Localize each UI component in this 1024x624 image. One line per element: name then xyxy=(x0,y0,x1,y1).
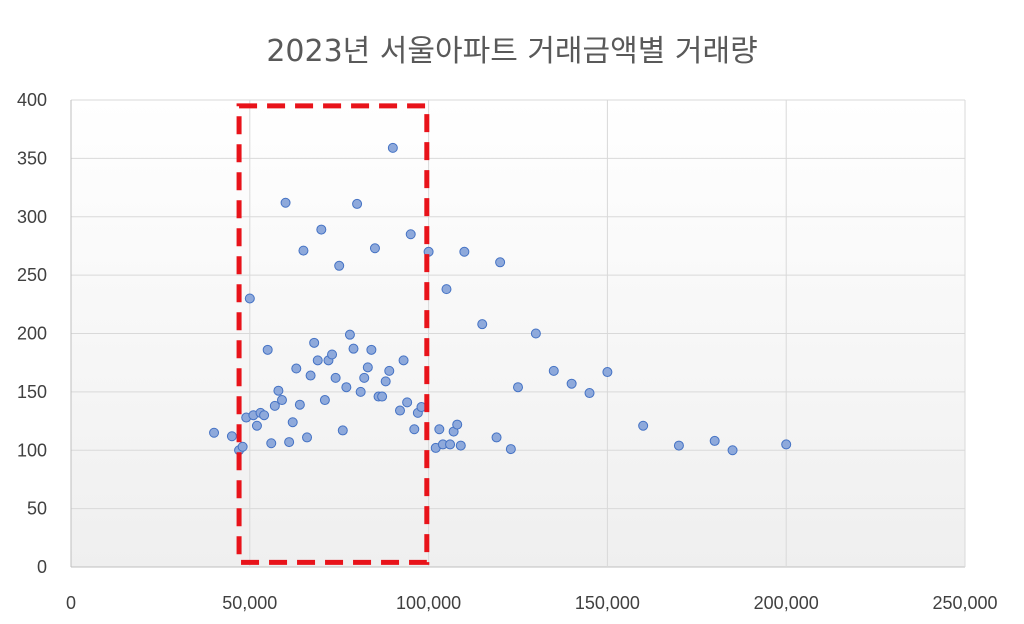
data-point xyxy=(441,284,452,295)
data-point xyxy=(273,385,284,396)
data-point xyxy=(337,425,348,436)
y-tick-label: 250 xyxy=(17,265,47,285)
data-point xyxy=(638,420,649,431)
data-point xyxy=(387,142,398,153)
data-point xyxy=(348,343,359,354)
highlight-box-layer xyxy=(236,103,430,565)
data-point xyxy=(312,355,323,366)
data-point xyxy=(402,397,413,408)
data-point xyxy=(505,444,516,455)
data-point xyxy=(341,382,352,393)
data-point xyxy=(334,260,345,271)
data-point xyxy=(459,246,470,257)
data-point xyxy=(284,437,295,448)
y-tick-label: 0 xyxy=(37,557,47,577)
y-tick-label: 150 xyxy=(17,382,47,402)
data-point xyxy=(319,395,330,406)
data-point xyxy=(287,417,298,428)
data-point xyxy=(316,224,327,235)
data-point xyxy=(398,355,409,366)
data-point xyxy=(359,372,370,383)
data-point xyxy=(491,432,502,443)
data-point xyxy=(377,391,388,402)
data-point xyxy=(276,395,287,406)
data-point xyxy=(394,405,405,416)
data-point xyxy=(330,372,341,383)
y-tick-label: 350 xyxy=(17,148,47,168)
y-axis-ticks: 0 50 100 150 200 250 300 350 400 xyxy=(17,90,47,577)
data-point xyxy=(445,439,456,450)
data-point xyxy=(305,370,316,381)
data-point xyxy=(291,363,302,374)
y-tick-label: 300 xyxy=(17,207,47,227)
data-point xyxy=(709,435,720,446)
x-tick-label: 50,000 xyxy=(222,593,277,613)
data-point xyxy=(362,362,373,373)
x-tick-label: 0 xyxy=(66,593,76,613)
data-point xyxy=(452,419,463,430)
data-point xyxy=(405,229,416,240)
data-point xyxy=(302,432,313,443)
y-tick-label: 400 xyxy=(17,90,47,110)
data-point xyxy=(237,441,248,452)
data-point xyxy=(294,399,305,410)
data-point xyxy=(584,388,595,399)
data-point xyxy=(530,328,541,339)
data-point xyxy=(455,440,466,451)
data-point xyxy=(781,439,792,450)
data-point xyxy=(309,337,320,348)
data-point xyxy=(327,349,338,360)
chart-title: 2023년 서울아파트 거래금액별 거래량 xyxy=(266,34,758,69)
data-point xyxy=(298,245,309,256)
data-point xyxy=(566,378,577,389)
x-tick-label: 200,000 xyxy=(754,593,819,613)
data-point xyxy=(352,198,363,209)
data-point xyxy=(366,344,377,355)
data-point xyxy=(259,410,270,421)
data-point xyxy=(266,438,277,449)
data-point xyxy=(380,376,391,387)
y-tick-label: 200 xyxy=(17,324,47,344)
data-point xyxy=(209,427,220,438)
gridlines xyxy=(70,99,966,568)
data-point xyxy=(262,344,273,355)
data-point xyxy=(548,365,559,376)
data-point xyxy=(280,197,291,208)
x-axis-ticks: 0 50,000 100,000 150,000 200,000 250,000 xyxy=(66,593,998,613)
data-point xyxy=(495,257,506,268)
data-point xyxy=(369,243,380,254)
data-points xyxy=(209,142,792,456)
data-point xyxy=(727,445,738,456)
data-point xyxy=(344,329,355,340)
data-point xyxy=(251,420,262,431)
x-tick-label: 100,000 xyxy=(396,593,461,613)
y-tick-label: 100 xyxy=(17,440,47,460)
data-point xyxy=(269,400,280,411)
data-point xyxy=(477,319,488,330)
data-point xyxy=(602,367,613,378)
data-point xyxy=(355,386,366,397)
data-point xyxy=(513,382,523,393)
data-point xyxy=(244,293,255,304)
highlight-box xyxy=(236,103,430,565)
y-tick-label: 50 xyxy=(27,499,47,519)
data-point xyxy=(384,365,395,376)
data-point xyxy=(434,424,445,435)
data-point xyxy=(226,431,237,442)
data-point xyxy=(673,440,684,451)
data-point xyxy=(409,424,420,435)
x-tick-label: 250,000 xyxy=(932,593,997,613)
x-tick-label: 150,000 xyxy=(575,593,640,613)
